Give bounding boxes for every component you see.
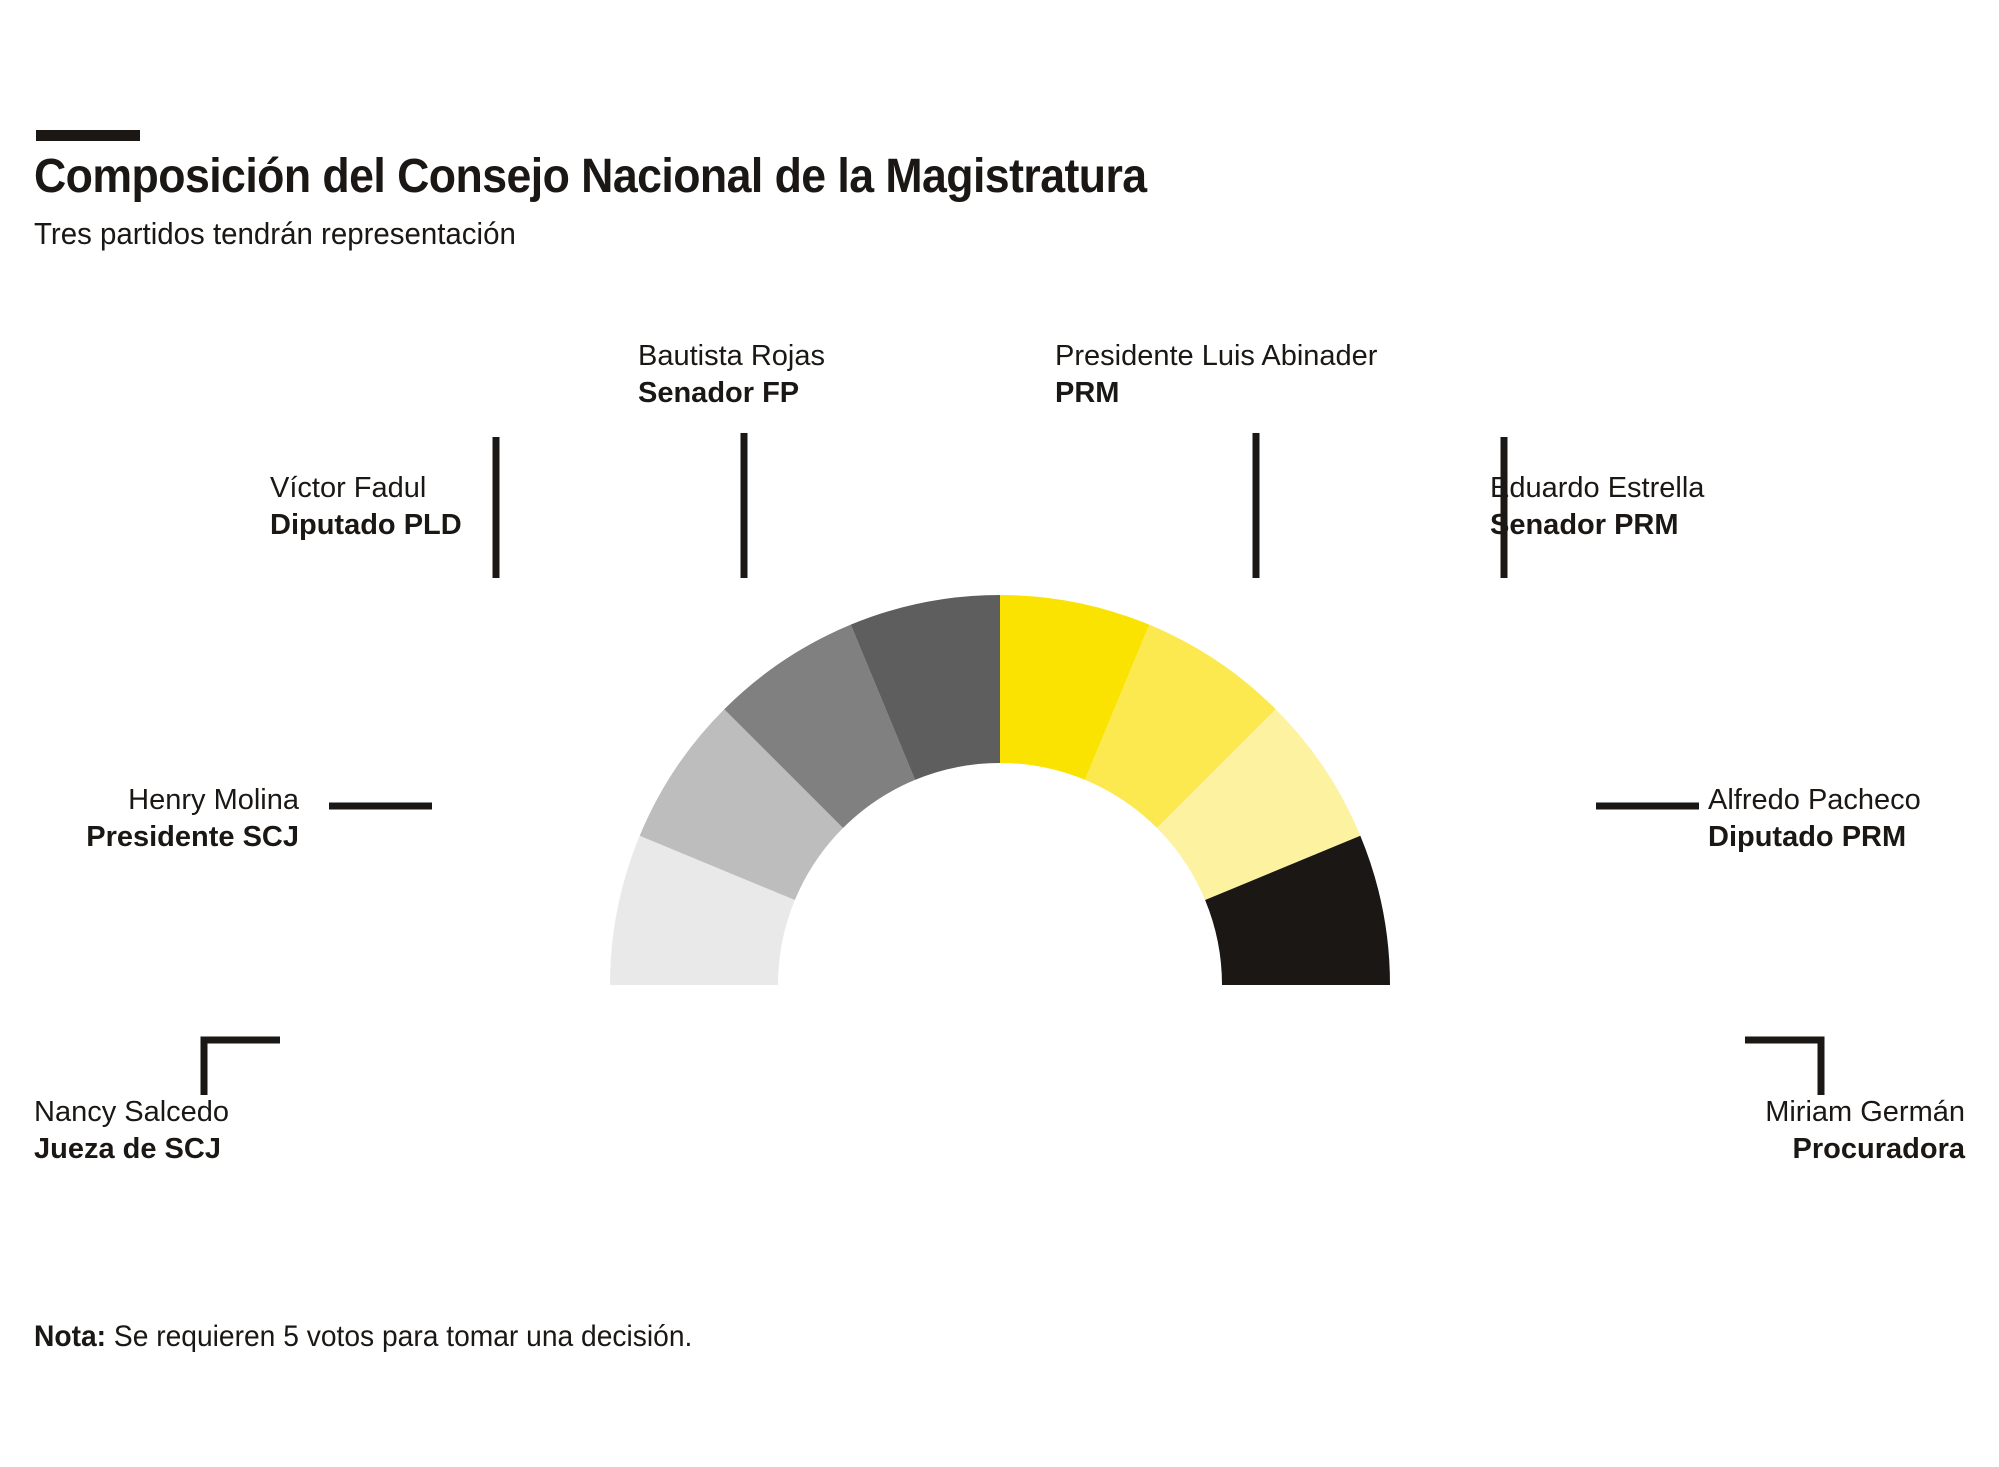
callout-alfredo-pacheco: Alfredo Pacheco Diputado PRM bbox=[1708, 782, 1921, 856]
callout-name: Bautista Rojas bbox=[638, 340, 825, 372]
callout-name: Alfredo Pacheco bbox=[1708, 784, 1921, 816]
footnote-text: Se requieren 5 votos para tomar una deci… bbox=[106, 1320, 693, 1353]
donut-segment-eduardo-estrella[interactable] bbox=[1084, 624, 1276, 829]
donut-arc-group bbox=[610, 595, 1390, 985]
callout-role: Senador FP bbox=[638, 377, 800, 410]
donut-segment-alfredo-pacheco[interactable] bbox=[1156, 709, 1361, 901]
callout-role: Diputado PLD bbox=[270, 509, 462, 542]
callout-miriam-german: Miriam Germán Procuradora bbox=[1765, 1094, 1965, 1168]
callout-name: Víctor Fadul bbox=[270, 472, 427, 504]
callout-luis-abinader: Presidente Luis Abinader PRM bbox=[1055, 338, 1377, 412]
donut-segment-bautista-rojas[interactable] bbox=[850, 595, 1000, 780]
callout-role: Jueza de SCJ bbox=[34, 1133, 221, 1166]
callout-eduardo-estrella: Eduardo Estrella Senador PRM bbox=[1490, 470, 1704, 544]
callout-role: Senador PRM bbox=[1490, 509, 1679, 542]
donut-segment-presidente-luis-abinader[interactable] bbox=[1000, 595, 1150, 780]
callout-role: Diputado PRM bbox=[1708, 821, 1907, 854]
page-subtitle: Tres partidos tendrán representación bbox=[34, 216, 516, 251]
callout-name: Henry Molina bbox=[128, 784, 299, 816]
callout-nancy-salcedo: Nancy Salcedo Jueza de SCJ bbox=[34, 1094, 229, 1168]
leader-line-group bbox=[200, 433, 1825, 1095]
page-title: Composición del Consejo Nacional de la M… bbox=[34, 150, 1147, 203]
callout-role: Procuradora bbox=[1792, 1133, 1965, 1166]
callout-name: Presidente Luis Abinader bbox=[1055, 340, 1378, 372]
callout-name: Eduardo Estrella bbox=[1490, 472, 1705, 504]
callout-role: PRM bbox=[1055, 377, 1120, 410]
callout-name: Nancy Salcedo bbox=[34, 1096, 230, 1128]
footnote-label: Nota: bbox=[34, 1320, 107, 1353]
callout-bautista-rojas: Bautista Rojas Senador FP bbox=[638, 338, 825, 412]
callout-name: Miriam Germán bbox=[1765, 1096, 1965, 1128]
leader-line-miriam-german bbox=[1745, 1036, 1825, 1095]
callout-role: Presidente SCJ bbox=[86, 821, 299, 854]
donut-segment-miriam-germ-n[interactable] bbox=[1205, 835, 1390, 985]
donut-segment-henry-molina[interactable] bbox=[639, 709, 844, 901]
leader-line-nancy-salcedo bbox=[200, 1036, 280, 1095]
donut-segment-v-ctor-fadul[interactable] bbox=[724, 624, 916, 829]
title-accent-rule bbox=[36, 130, 140, 141]
callout-henry-molina: Henry Molina Presidente SCJ bbox=[86, 782, 299, 856]
footnote: Nota: Se requieren 5 votos para tomar un… bbox=[34, 1320, 692, 1354]
donut-segment-nancy-salcedo[interactable] bbox=[610, 835, 795, 985]
callout-victor-fadul: Víctor Fadul Diputado PLD bbox=[270, 470, 462, 544]
